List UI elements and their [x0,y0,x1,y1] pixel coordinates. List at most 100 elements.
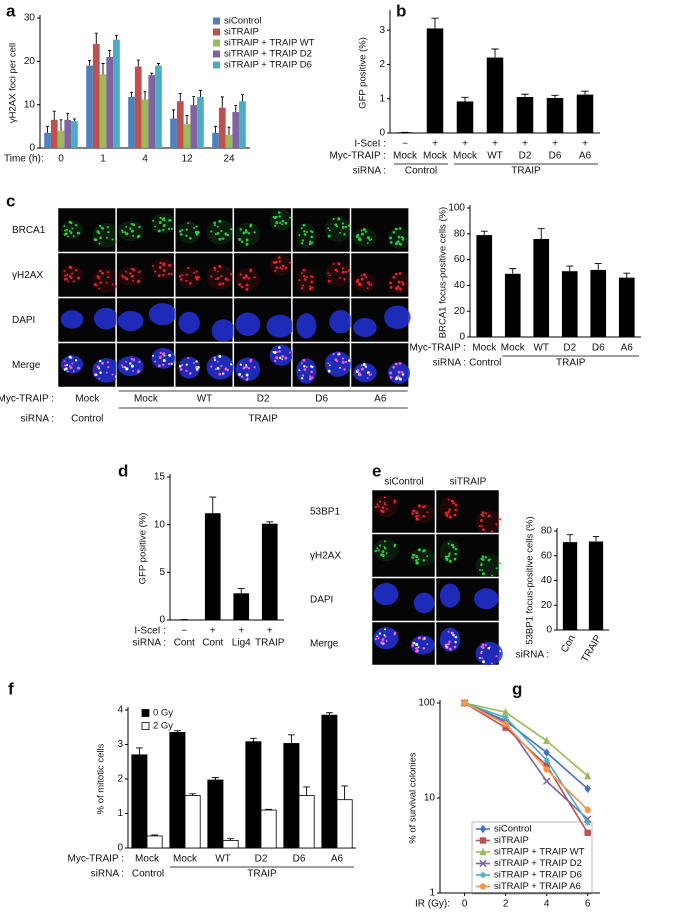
focus [244,365,248,369]
focus [77,276,80,280]
focus [393,545,396,548]
focus [309,240,312,243]
focus [152,354,155,357]
column-label: Mock [75,394,100,405]
focus [154,270,157,273]
focus [484,644,487,647]
focus [385,552,388,555]
y-tick-label: 1 [429,888,435,899]
row-value: + [432,139,438,150]
focus [327,227,330,230]
micrograph-cell [292,252,351,298]
focus [367,282,370,285]
focus [356,368,360,372]
focus [107,366,110,369]
bar [504,273,521,337]
focus [356,278,360,282]
focus [302,358,306,362]
micrograph-cell [233,207,292,253]
focus [402,282,405,285]
focus [197,231,200,234]
nucleus [92,223,121,248]
y-axis-label: GFP positive (%) [138,513,149,585]
focus [132,279,135,282]
row-value: + [210,626,216,637]
y-axis-label: GFP positive (%) [358,37,369,109]
x-tick-label: Mock [173,854,198,865]
focus [303,230,306,233]
point [584,829,591,837]
focus [242,366,246,370]
focus [454,503,458,507]
error-bar [594,263,602,270]
focus [362,273,366,276]
focus [400,235,403,238]
focus [279,221,282,225]
focus [300,242,304,245]
focus [366,242,369,245]
focus [448,647,452,651]
focus [413,553,416,557]
focus [63,225,66,228]
column-label: WT [197,394,213,405]
nucleus [235,357,261,382]
bar [134,66,142,148]
focus [366,377,369,380]
nucleus [235,222,261,247]
legend-box [471,821,593,895]
focus [244,275,248,279]
focus [277,211,281,214]
focus [195,368,199,371]
nucleus [269,209,293,231]
focus [98,242,101,245]
bar [86,65,93,148]
focus [167,362,171,365]
row-value: − [181,626,187,637]
focus [344,270,348,274]
error-bar [52,110,56,120]
focus [481,525,484,527]
bar [184,795,201,849]
focus [152,264,155,267]
nucleus [117,265,144,287]
focus [415,511,419,515]
focus [214,233,217,236]
y-tick-label: 40 [454,280,466,291]
focus [239,273,242,276]
y-tick-label: 60 [541,550,553,561]
focus [303,368,307,371]
focus [247,367,251,370]
focus [278,350,281,353]
focus [367,372,370,375]
focus [69,231,73,235]
focus [374,505,378,509]
focus [274,224,277,227]
focus [327,279,331,283]
x-tick-label: WT [487,151,503,162]
focus [445,645,448,648]
focus [239,363,242,366]
focus [380,641,384,645]
focus [393,633,396,636]
focus [394,362,398,366]
focus [220,364,223,368]
focus [447,630,450,633]
micrograph-cell [350,252,409,298]
y-tick-label: 20 [24,56,36,67]
focus [499,562,502,565]
focus [452,545,455,549]
focus [383,634,386,636]
error-bar [209,496,217,514]
focus [213,224,217,227]
legend-label: siTRAIP + TRAIP D2 [224,49,312,60]
focus [275,266,279,270]
focus [300,362,303,365]
focus [395,377,398,381]
focus [185,234,188,237]
focus [66,228,69,232]
group-label: TRAIP [511,166,541,177]
y-tick-label: 0 [546,625,552,636]
focus [491,530,493,533]
focus [77,231,80,235]
focus [66,370,69,373]
